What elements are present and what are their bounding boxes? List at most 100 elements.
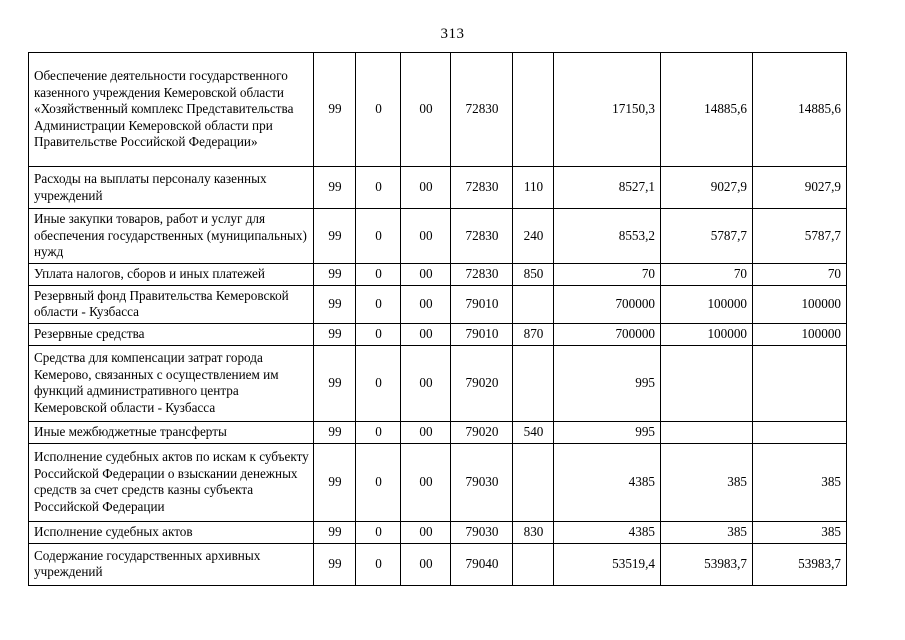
cell-vid_raskhodov: 540 bbox=[512, 420, 554, 444]
cell-podrazdel: 00 bbox=[400, 322, 451, 346]
cell-podrazdel: 00 bbox=[400, 52, 451, 167]
cell-celevaya_statya: 72830 bbox=[450, 208, 513, 264]
cell-description: Расходы на выплаты персоналу казенных уч… bbox=[28, 166, 314, 209]
cell-vid_raskhodov bbox=[512, 542, 554, 586]
cell-description: Резервные средства bbox=[28, 322, 314, 346]
cell-celevaya_statya: 79040 bbox=[450, 542, 513, 586]
cell-vid_raskhodov: 240 bbox=[512, 208, 554, 264]
cell-year3: 385 bbox=[752, 520, 847, 544]
cell-year3: 385 bbox=[752, 442, 847, 522]
cell-glavnyi_rasporyaditel: 99 bbox=[313, 322, 356, 346]
cell-razdel: 0 bbox=[355, 542, 401, 586]
cell-glavnyi_rasporyaditel: 99 bbox=[313, 542, 356, 586]
cell-year1: 4385 bbox=[553, 520, 661, 544]
cell-celevaya_statya: 79010 bbox=[450, 322, 513, 346]
cell-year1: 70 bbox=[553, 262, 661, 286]
cell-podrazdel: 00 bbox=[400, 208, 451, 264]
cell-glavnyi_rasporyaditel: 99 bbox=[313, 284, 356, 324]
cell-razdel: 0 bbox=[355, 262, 401, 286]
cell-description: Исполнение судебных актов bbox=[28, 520, 314, 544]
table-row: Расходы на выплаты персоналу казенных уч… bbox=[28, 166, 847, 209]
cell-year2 bbox=[660, 344, 753, 422]
cell-vid_raskhodov bbox=[512, 52, 554, 167]
table-row: Содержание государственных архивных учре… bbox=[28, 542, 847, 586]
cell-podrazdel: 00 bbox=[400, 542, 451, 586]
cell-year1: 53519,4 bbox=[553, 542, 661, 586]
cell-year1: 8527,1 bbox=[553, 166, 661, 209]
cell-celevaya_statya: 79030 bbox=[450, 442, 513, 522]
cell-razdel: 0 bbox=[355, 284, 401, 324]
cell-year2 bbox=[660, 420, 753, 444]
cell-celevaya_statya: 79030 bbox=[450, 520, 513, 544]
cell-razdel: 0 bbox=[355, 520, 401, 544]
table-row: Иные межбюджетные трансферты 99 0 00 79020 54… bbox=[28, 420, 847, 444]
cell-year3 bbox=[752, 344, 847, 422]
cell-year3: 9027,9 bbox=[752, 166, 847, 209]
cell-podrazdel: 00 bbox=[400, 344, 451, 422]
cell-vid_raskhodov: 870 bbox=[512, 322, 554, 346]
cell-description: Средства для компенсации затрат города К… bbox=[28, 344, 314, 422]
cell-celevaya_statya: 72830 bbox=[450, 262, 513, 286]
cell-celevaya_statya: 72830 bbox=[450, 52, 513, 167]
cell-year3: 5787,7 bbox=[752, 208, 847, 264]
cell-vid_raskhodov bbox=[512, 442, 554, 522]
cell-razdel: 0 bbox=[355, 420, 401, 444]
cell-year2: 100000 bbox=[660, 322, 753, 346]
cell-year1: 700000 bbox=[553, 322, 661, 346]
table-row: Резервный фонд Правительства Кемеровской… bbox=[28, 284, 847, 324]
cell-year2: 385 bbox=[660, 442, 753, 522]
cell-description: Иные закупки товаров, работ и услуг для … bbox=[28, 208, 314, 264]
table-row: Обеспечение деятельности государственног… bbox=[28, 52, 847, 167]
cell-year2: 9027,9 bbox=[660, 166, 753, 209]
cell-year3 bbox=[752, 420, 847, 444]
cell-vid_raskhodov: 110 bbox=[512, 166, 554, 209]
cell-description: Содержание государственных архивных учре… bbox=[28, 542, 314, 586]
cell-celevaya_statya: 79020 bbox=[450, 420, 513, 444]
cell-year1: 8553,2 bbox=[553, 208, 661, 264]
cell-vid_raskhodov: 850 bbox=[512, 262, 554, 286]
cell-year2: 70 bbox=[660, 262, 753, 286]
cell-year1: 700000 bbox=[553, 284, 661, 324]
cell-podrazdel: 00 bbox=[400, 166, 451, 209]
table-row: Резервные средства 99 0 00 79010 870 700000 100… bbox=[28, 322, 847, 346]
budget-appropriations-table: Обеспечение деятельности государственног… bbox=[28, 52, 847, 586]
cell-vid_raskhodov: 830 bbox=[512, 520, 554, 544]
cell-podrazdel: 00 bbox=[400, 262, 451, 286]
cell-glavnyi_rasporyaditel: 99 bbox=[313, 166, 356, 209]
cell-description: Обеспечение деятельности государственног… bbox=[28, 52, 314, 167]
cell-description: Исполнение судебных актов по искам к суб… bbox=[28, 442, 314, 522]
cell-vid_raskhodov bbox=[512, 284, 554, 324]
cell-glavnyi_rasporyaditel: 99 bbox=[313, 52, 356, 167]
cell-razdel: 0 bbox=[355, 208, 401, 264]
cell-podrazdel: 00 bbox=[400, 442, 451, 522]
cell-glavnyi_rasporyaditel: 99 bbox=[313, 420, 356, 444]
table-row: Уплата налогов, сборов и иных платежей 99… bbox=[28, 262, 847, 286]
cell-celevaya_statya: 79020 bbox=[450, 344, 513, 422]
cell-razdel: 0 bbox=[355, 166, 401, 209]
cell-razdel: 0 bbox=[355, 52, 401, 167]
cell-podrazdel: 00 bbox=[400, 420, 451, 444]
cell-podrazdel: 00 bbox=[400, 284, 451, 324]
cell-year2: 100000 bbox=[660, 284, 753, 324]
cell-glavnyi_rasporyaditel: 99 bbox=[313, 344, 356, 422]
cell-description: Резервный фонд Правительства Кемеровской… bbox=[28, 284, 314, 324]
table-row: Исполнение судебных актов 99 0 00 79030 830 43… bbox=[28, 520, 847, 544]
cell-razdel: 0 bbox=[355, 322, 401, 346]
table-row: Исполнение судебных актов по искам к суб… bbox=[28, 442, 847, 522]
cell-year1: 4385 bbox=[553, 442, 661, 522]
cell-glavnyi_rasporyaditel: 99 bbox=[313, 208, 356, 264]
cell-glavnyi_rasporyaditel: 99 bbox=[313, 520, 356, 544]
cell-vid_raskhodov bbox=[512, 344, 554, 422]
cell-year3: 70 bbox=[752, 262, 847, 286]
cell-year3: 14885,6 bbox=[752, 52, 847, 167]
cell-description: Уплата налогов, сборов и иных платежей bbox=[28, 262, 314, 286]
cell-celevaya_statya: 79010 bbox=[450, 284, 513, 324]
cell-year2: 385 bbox=[660, 520, 753, 544]
cell-celevaya_statya: 72830 bbox=[450, 166, 513, 209]
cell-year3: 100000 bbox=[752, 322, 847, 346]
cell-year2: 53983,7 bbox=[660, 542, 753, 586]
cell-razdel: 0 bbox=[355, 344, 401, 422]
cell-glavnyi_rasporyaditel: 99 bbox=[313, 262, 356, 286]
cell-year3: 53983,7 bbox=[752, 542, 847, 586]
